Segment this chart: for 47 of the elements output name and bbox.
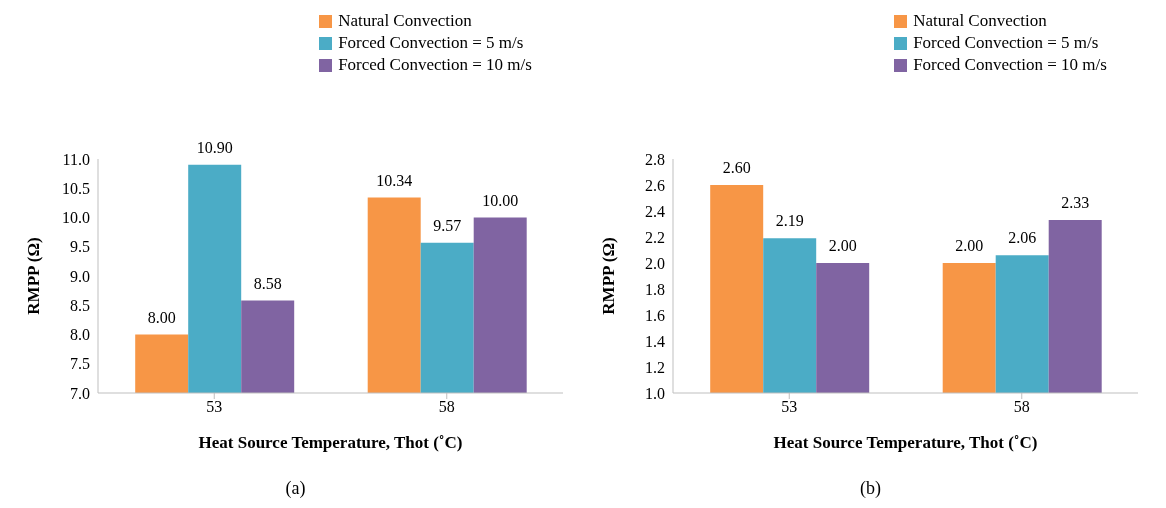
y-tick-label: 2.6 [645,176,665,194]
legend-label: Natural Convection [913,11,1047,31]
x-tick-label: 58 [1013,398,1030,416]
y-tick-label: 7.5 [70,355,90,373]
y-tick-label: 2.0 [645,254,665,272]
data-label: 9.57 [433,216,462,234]
data-label: 2.33 [1061,194,1090,212]
y-tick-label: 1.4 [645,332,665,350]
legend-label: Forced Convection = 5 m/s [338,33,524,53]
y-tick-label: 11.0 [62,150,90,168]
y-tick-label: 9.0 [70,267,90,285]
legend-label: Forced Convection = 10 m/s [338,55,532,75]
data-label: 2.00 [828,237,857,254]
data-label: 2.00 [955,237,984,254]
x-axis-title: Heat Source Temperature, Thot (˚C) [773,433,1038,452]
y-tick-label: 2.8 [645,150,665,168]
legend-label: Forced Convection = 10 m/s [913,55,1107,75]
y-tick-label: 10.5 [62,179,90,197]
x-axis-title: Heat Source Temperature, Thot (˚C) [198,433,463,452]
y-tick-label: 1.6 [645,306,665,324]
data-label: 8.00 [147,308,176,326]
y-tick-label: 10.0 [62,209,90,227]
data-label: 2.60 [722,159,751,176]
y-tick-label: 2.2 [645,228,665,246]
data-label: 8.58 [253,274,282,292]
y-tick-label: 1.2 [645,358,665,376]
x-tick-label: 53 [781,398,798,416]
text: (a) [284,478,307,499]
legend-label: Natural Convection [338,11,472,31]
y-tick-label: 1.0 [645,384,665,402]
y-tick-label: 1.8 [645,280,665,298]
data-label: 10.34 [376,171,413,189]
x-tick-label: 58 [438,398,455,416]
legend-label: Forced Convection = 5 m/s [913,33,1099,53]
data-label: 10.90 [196,138,233,156]
y-axis-title: RMPP (Ω) [599,237,619,315]
data-label: 2.06 [1008,229,1037,247]
y-tick-label: 8.0 [70,326,90,344]
text: (b) [859,478,882,499]
data-label: 2.19 [775,212,804,230]
y-tick-label: 8.5 [70,296,90,314]
y-tick-label: 7.0 [70,384,90,402]
data-label: 10.00 [482,191,519,209]
y-tick-label: 2.4 [645,202,665,220]
x-tick-label: 53 [206,398,223,416]
y-tick-label: 9.5 [70,238,90,256]
y-axis-title: RMPP (Ω) [24,237,44,315]
